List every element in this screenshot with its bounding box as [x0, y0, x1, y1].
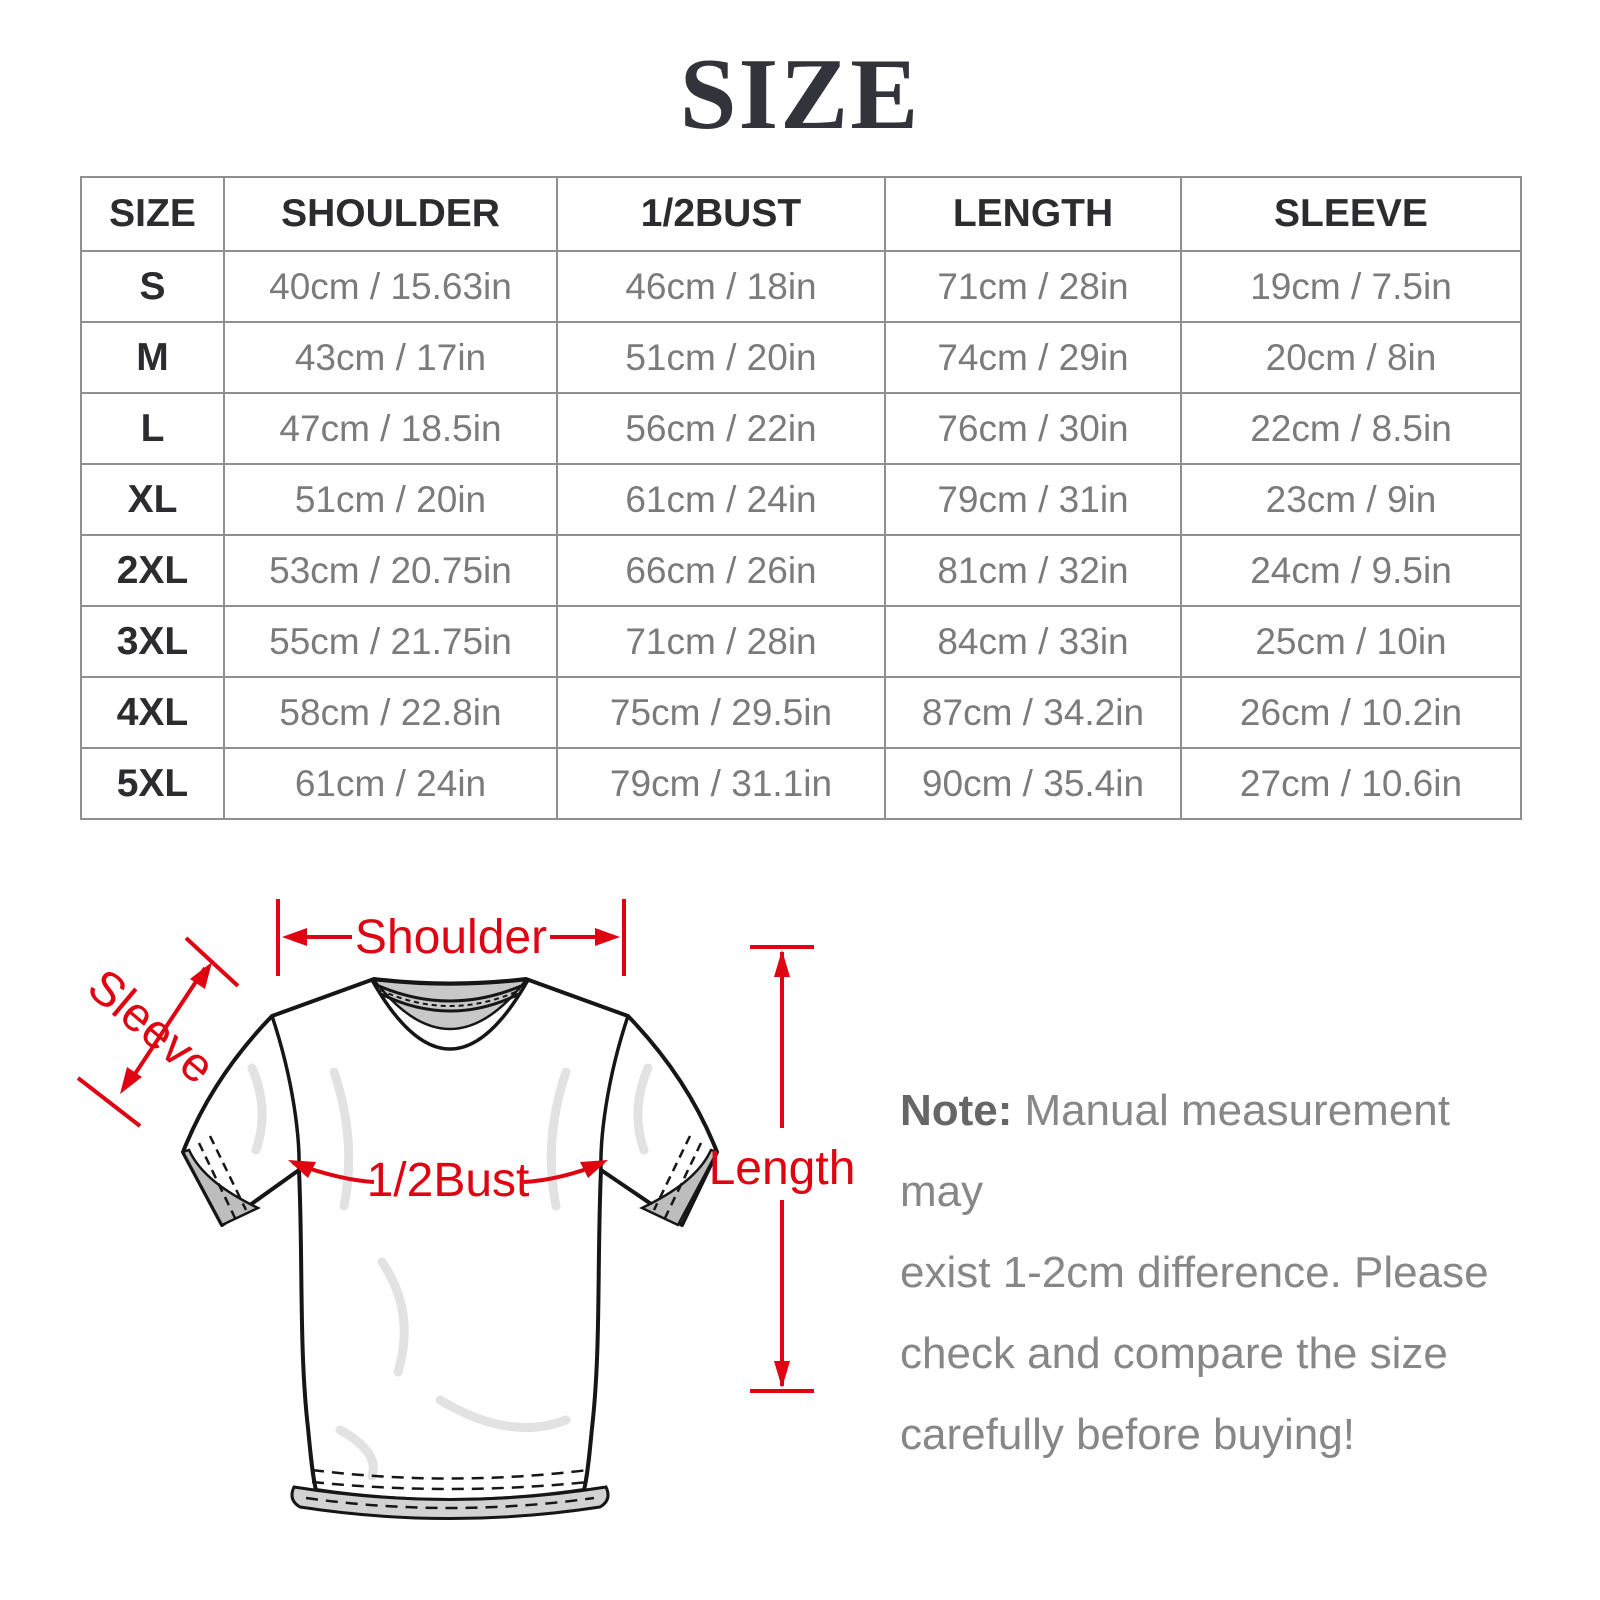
length-cell: 71cm / 28in: [884, 250, 1182, 323]
front-collar-band: [370, 979, 530, 1051]
collar-stitch-dashes: [379, 989, 521, 1007]
shoulder-measure-arrow: Shoulder: [276, 899, 626, 976]
col-header-shoulder: SHOULDER: [223, 176, 558, 252]
size-cell: L: [80, 392, 225, 465]
col-header-size: SIZE: [80, 176, 225, 252]
size-cell: S: [80, 250, 225, 323]
shoulder-cell: 55cm / 21.75in: [223, 605, 558, 678]
tshirt-illustration: [181, 977, 719, 1520]
bust-label: 1/2Bust: [367, 1154, 530, 1207]
length-cell: 76cm / 30in: [884, 392, 1182, 465]
hem-stitch-dashes: [305, 1468, 595, 1510]
size-cell: M: [80, 321, 225, 394]
collar-stitch-line: [380, 992, 520, 1013]
table-row: 5XL 61cm / 24in 79cm / 31.1in 90cm / 35.…: [80, 747, 1522, 820]
shoulder-label: Shoulder: [355, 911, 547, 964]
size-cell: XL: [80, 463, 225, 536]
note-line: check and compare the size: [900, 1329, 1448, 1378]
sleeve-cell: 19cm / 7.5in: [1180, 250, 1522, 323]
size-table: SIZE SHOULDER 1/2BUST LENGTH SLEEVE S 40…: [80, 176, 1522, 820]
bust-cell: 71cm / 28in: [556, 605, 886, 678]
col-header-length: LENGTH: [884, 176, 1182, 252]
bust-cell: 46cm / 18in: [556, 250, 886, 323]
tshirt-body-outline: [181, 977, 719, 1502]
shoulder-cell: 53cm / 20.75in: [223, 534, 558, 607]
sleeve-cell: 27cm / 10.6in: [1180, 747, 1522, 820]
table-row: 2XL 53cm / 20.75in 66cm / 26in 81cm / 32…: [80, 534, 1522, 607]
col-header-bust: 1/2BUST: [556, 176, 886, 252]
table-header-row: SIZE SHOULDER 1/2BUST LENGTH SLEEVE: [80, 176, 1522, 252]
back-collar: [371, 978, 529, 1031]
note-label: Note:: [900, 1086, 1013, 1135]
length-cell: 79cm / 31in: [884, 463, 1182, 536]
length-cell: 74cm / 29in: [884, 321, 1182, 394]
note-line: Note: Manual measurement may: [900, 1070, 1512, 1232]
shoulder-cell: 40cm / 15.63in: [223, 250, 558, 323]
measurement-note: Note: Manual measurement may exist 1-2cm …: [900, 1070, 1512, 1475]
note-text: Manual measurement may: [900, 1086, 1450, 1216]
note-line: exist 1-2cm difference. Please: [900, 1248, 1489, 1297]
bust-cell: 66cm / 26in: [556, 534, 886, 607]
length-measure-arrow: Length: [709, 945, 856, 1393]
length-label: Length: [709, 1142, 856, 1195]
size-cell: 4XL: [80, 676, 225, 749]
shoulder-cell: 47cm / 18.5in: [223, 392, 558, 465]
bust-cell: 75cm / 29.5in: [556, 676, 886, 749]
table-row: 4XL 58cm / 22.8in 75cm / 29.5in 87cm / 3…: [80, 676, 1522, 749]
length-cell: 90cm / 35.4in: [884, 747, 1182, 820]
table-row: M 43cm / 17in 51cm / 20in 74cm / 29in 20…: [80, 321, 1522, 394]
bust-cell: 79cm / 31.1in: [556, 747, 886, 820]
sleeve-cell: 26cm / 10.2in: [1180, 676, 1522, 749]
bust-cell: 61cm / 24in: [556, 463, 886, 536]
sleeve-cell: 24cm / 9.5in: [1180, 534, 1522, 607]
col-header-sleeve: SLEEVE: [1180, 176, 1522, 252]
right-armhole-seam: [599, 1015, 630, 1171]
size-cell: 3XL: [80, 605, 225, 678]
shoulder-cell: 43cm / 17in: [223, 321, 558, 394]
tshirt-wrinkles: [247, 1063, 653, 1481]
sleeve-cell: 22cm / 8.5in: [1180, 392, 1522, 465]
table-row: 3XL 55cm / 21.75in 71cm / 28in 84cm / 33…: [80, 605, 1522, 678]
shoulder-cell: 51cm / 20in: [223, 463, 558, 536]
table-row: S 40cm / 15.63in 46cm / 18in 71cm / 28in…: [80, 250, 1522, 323]
sleeve-cell: 25cm / 10in: [1180, 605, 1522, 678]
sleeve-cell: 20cm / 8in: [1180, 321, 1522, 394]
bust-measure-arrow: 1/2Bust: [288, 1154, 608, 1207]
shoulder-cell: 61cm / 24in: [223, 747, 558, 820]
collar-stitch-line: [378, 984, 522, 1003]
sleeve-cell: 23cm / 9in: [1180, 463, 1522, 536]
cuff-stitch-dashes: [197, 1135, 703, 1219]
length-cell: 81cm / 32in: [884, 534, 1182, 607]
shoulder-cell: 58cm / 22.8in: [223, 676, 558, 749]
length-cell: 84cm / 33in: [884, 605, 1182, 678]
bust-cell: 51cm / 20in: [556, 321, 886, 394]
length-cell: 87cm / 34.2in: [884, 676, 1182, 749]
size-cell: 5XL: [80, 747, 225, 820]
measurement-diagram: Shoulder Sleeve 1/2Bust: [0, 860, 1600, 1600]
page-title: SIZE: [679, 38, 921, 151]
note-line: carefully before buying!: [900, 1410, 1355, 1459]
bust-cell: 56cm / 22in: [556, 392, 886, 465]
table-row: XL 51cm / 20in 61cm / 24in 79cm / 31in 2…: [80, 463, 1522, 536]
sleeve-measure-arrow: Sleeve: [76, 936, 240, 1128]
hem-band: [290, 1485, 610, 1520]
size-cell: 2XL: [80, 534, 225, 607]
left-armhole-seam: [270, 1015, 301, 1171]
table-row: L 47cm / 18.5in 56cm / 22in 76cm / 30in …: [80, 392, 1522, 465]
